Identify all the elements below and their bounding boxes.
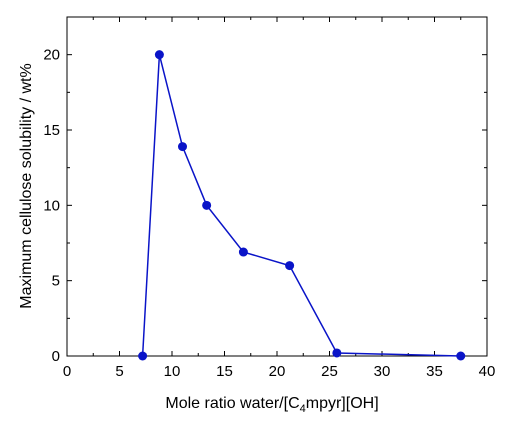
data-point: [285, 261, 295, 271]
x-tick-label: 0: [63, 363, 71, 380]
data-point: [138, 351, 148, 361]
x-axis-label: Mole ratio water/[C4mpyr][OH]: [165, 395, 378, 415]
x-tick-label: 25: [321, 363, 338, 380]
y-tick-label: 20: [43, 47, 60, 64]
series-line: [141, 54, 461, 357]
data-point: [238, 247, 248, 257]
y-tick-label: 15: [43, 122, 60, 139]
y-axis-label: Maximum cellulose solubility / wt%: [18, 63, 35, 308]
x-tick-label: 35: [426, 363, 443, 380]
x-tick-label: 15: [216, 363, 233, 380]
plot-frame: [66, 16, 488, 357]
axis-ticks: [66, 16, 488, 357]
x-tick-label: 5: [115, 363, 123, 380]
data-point: [456, 351, 466, 361]
data-point: [178, 142, 187, 152]
data-point: [202, 200, 212, 210]
x-tick-label: 30: [374, 363, 391, 380]
y-tick-label: 5: [52, 273, 60, 290]
data-point: [332, 348, 342, 358]
data-point: [154, 50, 164, 60]
y-tick-label: 10: [43, 197, 60, 214]
y-tick-label: 0: [52, 348, 60, 365]
data-series: [138, 50, 466, 361]
x-tick-label: 20: [269, 363, 286, 380]
x-tick-label: 10: [164, 363, 181, 380]
tick-labels: 0 5 10 15 20 25 30 35 40 0 5 10 15 20: [43, 47, 495, 380]
x-tick-label: 40: [479, 363, 496, 380]
